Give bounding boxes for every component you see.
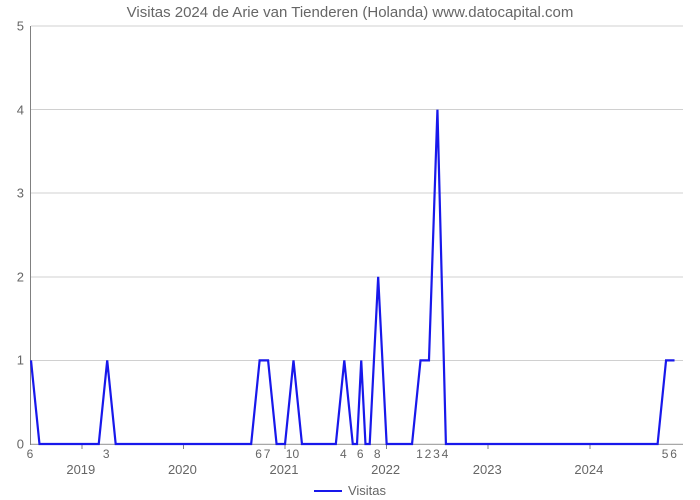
x-month-label: 3 [433, 447, 440, 461]
x-year-label: 2024 [574, 462, 603, 477]
y-tick-label: 3 [4, 186, 24, 201]
x-month-label: 4 [340, 447, 347, 461]
x-month-label: 6 [255, 447, 262, 461]
grid-lines [31, 26, 683, 444]
y-tick-label: 0 [4, 437, 24, 452]
x-month-label: 8 [374, 447, 381, 461]
y-tick-label: 1 [4, 353, 24, 368]
x-month-label: 3 [103, 447, 110, 461]
x-month-label: 2 [425, 447, 432, 461]
x-year-label: 2023 [473, 462, 502, 477]
x-month-label: 1 [416, 447, 423, 461]
plot-area [30, 26, 683, 445]
x-month-label: 6 [357, 447, 364, 461]
x-year-label: 2022 [371, 462, 400, 477]
x-year-label: 2019 [66, 462, 95, 477]
legend-swatch [314, 490, 342, 492]
chart-title: Visitas 2024 de Arie van Tienderen (Hola… [0, 4, 700, 21]
y-tick-label: 5 [4, 19, 24, 34]
x-month-label: 10 [286, 447, 299, 461]
y-tick-label: 2 [4, 269, 24, 284]
y-tick-label: 4 [4, 102, 24, 117]
x-month-label: 4 [442, 447, 449, 461]
x-year-label: 2020 [168, 462, 197, 477]
x-month-label: 6 [670, 447, 677, 461]
plot-svg [31, 26, 683, 444]
chart-container: Visitas 2024 de Arie van Tienderen (Hola… [0, 0, 700, 500]
x-month-label: 5 [662, 447, 669, 461]
x-month-label: 6 [27, 447, 34, 461]
x-year-label: 2021 [270, 462, 299, 477]
legend-label: Visitas [348, 483, 386, 498]
x-month-label: 7 [264, 447, 271, 461]
legend: Visitas [0, 482, 700, 498]
